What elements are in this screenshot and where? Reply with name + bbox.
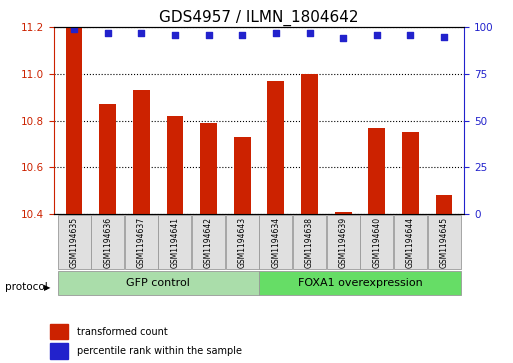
- Text: percentile rank within the sample: percentile rank within the sample: [77, 346, 242, 356]
- Bar: [50, 343, 68, 359]
- FancyBboxPatch shape: [293, 215, 326, 269]
- Point: [104, 30, 112, 36]
- Point: [406, 32, 415, 38]
- Point: [440, 34, 448, 40]
- Point: [339, 36, 347, 41]
- FancyBboxPatch shape: [192, 215, 225, 269]
- Bar: [133, 90, 150, 214]
- Text: GSM1194643: GSM1194643: [238, 217, 247, 268]
- Text: GSM1194637: GSM1194637: [137, 217, 146, 268]
- Bar: [402, 132, 419, 214]
- Bar: [50, 324, 68, 339]
- Bar: [100, 104, 116, 214]
- Point: [205, 32, 213, 38]
- Bar: [66, 27, 83, 214]
- Bar: [267, 81, 284, 214]
- FancyBboxPatch shape: [394, 215, 427, 269]
- Text: transformed count: transformed count: [77, 327, 168, 337]
- Text: GSM1194639: GSM1194639: [339, 217, 348, 268]
- Point: [238, 32, 246, 38]
- Title: GDS4957 / ILMN_1804642: GDS4957 / ILMN_1804642: [160, 10, 359, 26]
- FancyBboxPatch shape: [260, 271, 461, 294]
- Text: GSM1194634: GSM1194634: [271, 217, 281, 268]
- Text: protocol: protocol: [5, 282, 48, 293]
- Bar: [200, 123, 217, 214]
- Text: FOXA1 overexpression: FOXA1 overexpression: [298, 278, 422, 288]
- Text: GSM1194644: GSM1194644: [406, 217, 415, 268]
- FancyBboxPatch shape: [260, 215, 292, 269]
- Bar: [301, 74, 318, 214]
- FancyBboxPatch shape: [57, 215, 90, 269]
- Point: [305, 30, 313, 36]
- Text: GFP control: GFP control: [126, 278, 190, 288]
- Text: GSM1194642: GSM1194642: [204, 217, 213, 268]
- Bar: [234, 137, 251, 214]
- Point: [70, 26, 78, 32]
- FancyBboxPatch shape: [91, 215, 124, 269]
- Text: GSM1194635: GSM1194635: [70, 217, 78, 268]
- FancyBboxPatch shape: [428, 215, 461, 269]
- Bar: [335, 212, 351, 214]
- Text: GSM1194636: GSM1194636: [103, 217, 112, 268]
- Text: GSM1194641: GSM1194641: [170, 217, 180, 268]
- FancyBboxPatch shape: [327, 215, 360, 269]
- Point: [137, 30, 145, 36]
- Bar: [436, 195, 452, 214]
- Text: GSM1194645: GSM1194645: [440, 217, 448, 268]
- Point: [171, 32, 179, 38]
- FancyBboxPatch shape: [125, 215, 158, 269]
- Bar: [368, 128, 385, 214]
- Point: [272, 30, 280, 36]
- Text: ▶: ▶: [44, 283, 50, 292]
- Point: [373, 32, 381, 38]
- FancyBboxPatch shape: [57, 271, 259, 294]
- Text: GSM1194638: GSM1194638: [305, 217, 314, 268]
- Text: GSM1194640: GSM1194640: [372, 217, 381, 268]
- FancyBboxPatch shape: [360, 215, 393, 269]
- FancyBboxPatch shape: [159, 215, 191, 269]
- Bar: [167, 116, 183, 214]
- FancyBboxPatch shape: [226, 215, 259, 269]
